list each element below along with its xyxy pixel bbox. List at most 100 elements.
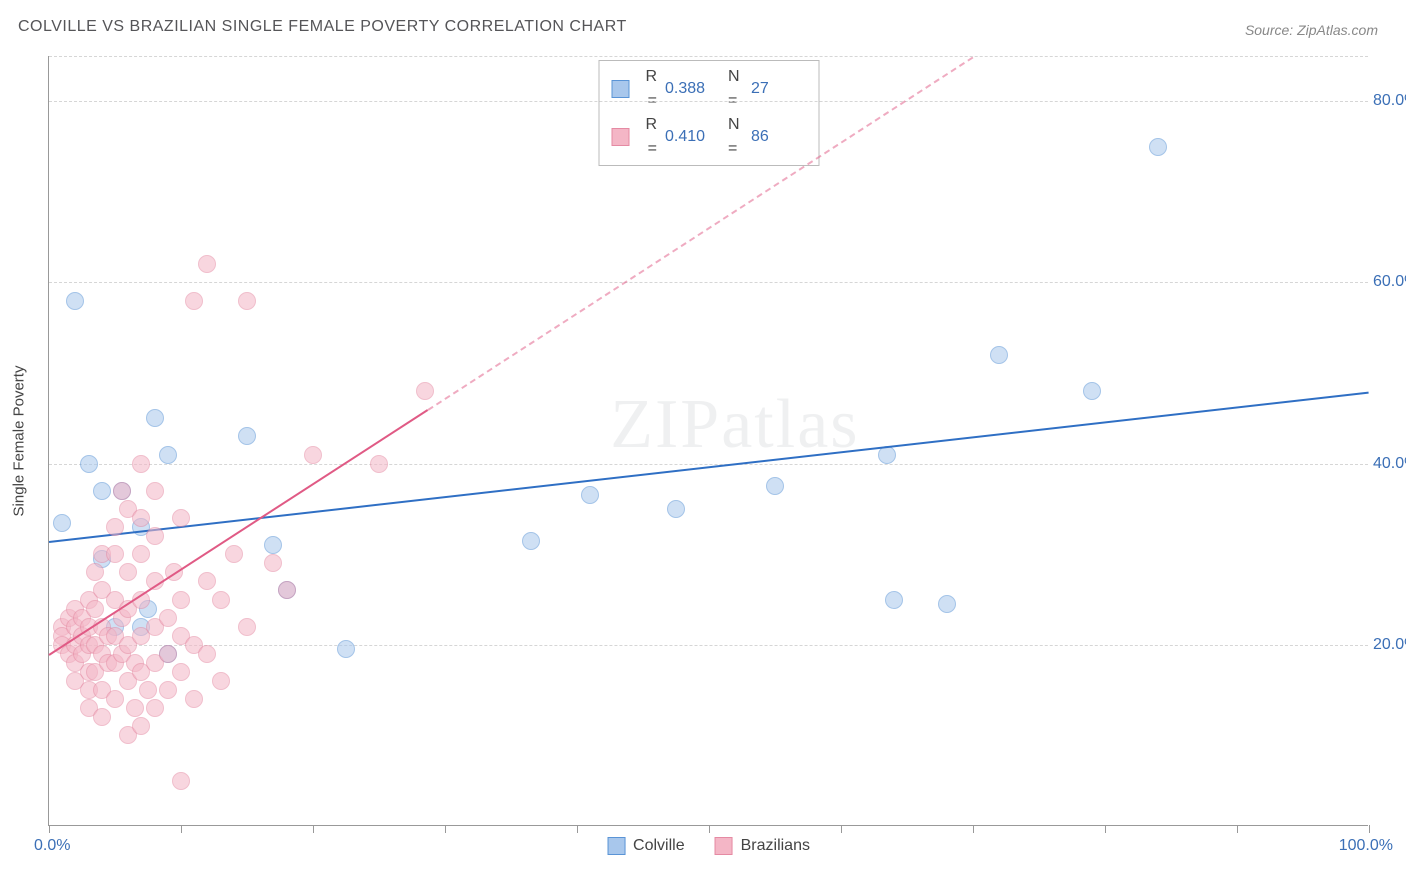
legend-n-value: 27 bbox=[751, 77, 806, 101]
legend-r-label: R = bbox=[637, 113, 657, 161]
data-point bbox=[159, 609, 177, 627]
data-point bbox=[132, 509, 150, 527]
chart-title: COLVILLE VS BRAZILIAN SINGLE FEMALE POVE… bbox=[18, 18, 627, 36]
trend-line bbox=[49, 391, 1369, 542]
x-tick bbox=[445, 825, 446, 833]
data-point bbox=[86, 600, 104, 618]
data-point bbox=[93, 708, 111, 726]
data-point bbox=[86, 563, 104, 581]
data-point bbox=[53, 514, 71, 532]
gridline bbox=[49, 645, 1368, 646]
data-point bbox=[238, 427, 256, 445]
data-point bbox=[66, 292, 84, 310]
legend-n-value: 86 bbox=[751, 125, 806, 149]
data-point bbox=[106, 545, 124, 563]
data-point bbox=[337, 640, 355, 658]
data-point bbox=[185, 292, 203, 310]
data-point bbox=[885, 591, 903, 609]
data-point bbox=[198, 645, 216, 663]
x-tick bbox=[841, 825, 842, 833]
data-point bbox=[159, 681, 177, 699]
legend-n-label: N = bbox=[728, 65, 743, 113]
data-point bbox=[159, 446, 177, 464]
x-tick bbox=[181, 825, 182, 833]
data-point bbox=[667, 500, 685, 518]
x-tick-label: 0.0% bbox=[34, 837, 70, 855]
data-point bbox=[522, 532, 540, 550]
x-tick bbox=[49, 825, 50, 833]
data-point bbox=[113, 482, 131, 500]
data-point bbox=[146, 482, 164, 500]
data-point bbox=[139, 681, 157, 699]
data-point bbox=[185, 690, 203, 708]
data-point bbox=[416, 382, 434, 400]
x-tick bbox=[1369, 825, 1370, 833]
legend-r-value: 0.388 bbox=[665, 77, 720, 101]
data-point bbox=[212, 672, 230, 690]
chart-source: Source: ZipAtlas.com bbox=[1245, 22, 1378, 38]
data-point bbox=[126, 699, 144, 717]
data-point bbox=[225, 545, 243, 563]
x-tick bbox=[1105, 825, 1106, 833]
legend-series: Colville Brazilians bbox=[607, 837, 810, 855]
data-point bbox=[159, 645, 177, 663]
data-point bbox=[146, 527, 164, 545]
legend-label: Colville bbox=[633, 837, 685, 855]
legend-r-value: 0.410 bbox=[665, 125, 720, 149]
data-point bbox=[264, 536, 282, 554]
x-tick bbox=[973, 825, 974, 833]
data-point bbox=[119, 563, 137, 581]
data-point bbox=[146, 409, 164, 427]
data-point bbox=[198, 255, 216, 273]
data-point bbox=[238, 292, 256, 310]
data-point bbox=[1083, 382, 1101, 400]
x-tick bbox=[313, 825, 314, 833]
y-tick-label: 20.0% bbox=[1373, 636, 1406, 654]
plot-area: Single Female Poverty ZIPatlas R = 0.388… bbox=[48, 56, 1368, 826]
legend-stats: R = 0.388 N = 27 R = 0.410 N = 86 bbox=[598, 60, 819, 166]
gridline bbox=[49, 101, 1368, 102]
x-tick-label: 100.0% bbox=[1339, 837, 1393, 855]
gridline bbox=[49, 464, 1368, 465]
data-point bbox=[132, 545, 150, 563]
data-point bbox=[304, 446, 322, 464]
data-point bbox=[238, 618, 256, 636]
legend-swatch-icon bbox=[611, 80, 629, 98]
y-tick-label: 80.0% bbox=[1373, 92, 1406, 110]
gridline bbox=[49, 282, 1368, 283]
data-point bbox=[146, 699, 164, 717]
data-point bbox=[990, 346, 1008, 364]
legend-swatch-icon bbox=[611, 128, 629, 146]
legend-r-label: R = bbox=[637, 65, 657, 113]
data-point bbox=[370, 455, 388, 473]
data-point bbox=[198, 572, 216, 590]
data-point bbox=[132, 455, 150, 473]
data-point bbox=[172, 509, 190, 527]
legend-item: Colville bbox=[607, 837, 685, 855]
legend-item: Brazilians bbox=[715, 837, 810, 855]
data-point bbox=[172, 772, 190, 790]
data-point bbox=[581, 486, 599, 504]
data-point bbox=[278, 581, 296, 599]
y-tick-label: 60.0% bbox=[1373, 273, 1406, 291]
legend-row: R = 0.410 N = 86 bbox=[611, 113, 806, 161]
gridline bbox=[49, 56, 1368, 57]
legend-row: R = 0.388 N = 27 bbox=[611, 65, 806, 113]
y-tick-label: 40.0% bbox=[1373, 455, 1406, 473]
data-point bbox=[106, 690, 124, 708]
data-point bbox=[766, 477, 784, 495]
legend-swatch-icon bbox=[715, 837, 733, 855]
x-tick bbox=[709, 825, 710, 833]
data-point bbox=[93, 482, 111, 500]
data-point bbox=[1149, 138, 1167, 156]
legend-swatch-icon bbox=[607, 837, 625, 855]
data-point bbox=[172, 591, 190, 609]
data-point bbox=[80, 455, 98, 473]
trend-line bbox=[48, 409, 428, 656]
y-axis-label: Single Female Poverty bbox=[11, 365, 28, 516]
data-point bbox=[132, 717, 150, 735]
legend-label: Brazilians bbox=[741, 837, 810, 855]
chart-container: COLVILLE VS BRAZILIAN SINGLE FEMALE POVE… bbox=[0, 0, 1406, 892]
x-tick bbox=[577, 825, 578, 833]
data-point bbox=[106, 518, 124, 536]
